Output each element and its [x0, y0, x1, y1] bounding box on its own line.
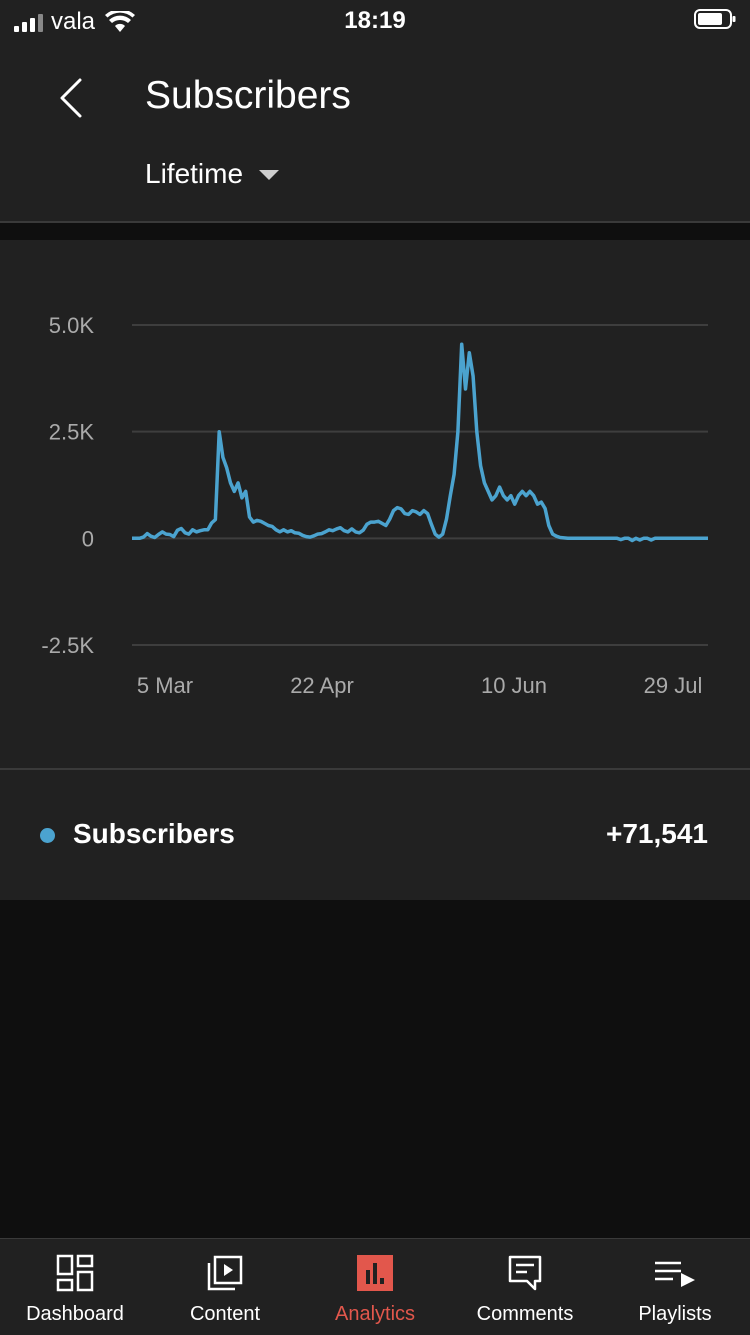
legend-value: +71,541	[606, 818, 708, 849]
nav-content[interactable]: Content	[150, 1239, 300, 1335]
content-icon	[207, 1255, 243, 1291]
chart-divider	[0, 768, 750, 770]
nav-dashboard[interactable]: Dashboard	[0, 1239, 150, 1335]
legend-row: Subscribers +71,541	[0, 770, 750, 900]
nav-comments[interactable]: Comments	[450, 1239, 600, 1335]
clock: 18:19	[344, 7, 406, 34]
nav-analytics[interactable]: Analytics	[300, 1239, 450, 1335]
y-tick-label: 2.5K	[49, 420, 95, 445]
wifi-icon	[105, 11, 136, 32]
bottom-nav: Dashboard Content Analytics Comments	[0, 1238, 750, 1335]
x-tick-label: 22 Apr	[290, 673, 354, 698]
nav-label: Playlists	[638, 1303, 712, 1325]
subscribers-chart: 5.0K 2.5K 0 -2.5K 5 Mar 22 Apr 10 Jun 29 Jul	[41, 313, 708, 698]
signal-icon	[14, 12, 43, 32]
chevron-down-icon	[259, 170, 280, 180]
header: Subscribers Lifetime	[0, 40, 750, 222]
y-tick-label: -2.5K	[41, 633, 94, 658]
nav-playlists[interactable]: Playlists	[600, 1239, 750, 1335]
page-title: Subscribers	[145, 74, 351, 117]
period-label: Lifetime	[145, 158, 244, 189]
series-line-subscribers	[132, 342, 708, 543]
x-tick-label: 5 Mar	[137, 673, 193, 698]
period-dropdown[interactable]: Lifetime	[145, 158, 280, 190]
legend-label: Subscribers	[73, 818, 235, 849]
legend-dot	[40, 828, 55, 843]
carrier-name: vala	[51, 8, 96, 35]
header-divider	[0, 221, 750, 223]
x-tick-label: 10 Jun	[481, 673, 547, 698]
status-left: vala	[14, 8, 136, 36]
playlists-icon	[655, 1261, 695, 1287]
nav-label: Analytics	[334, 1303, 416, 1325]
analytics-icon	[357, 1255, 393, 1291]
dashboard-icon	[56, 1254, 94, 1292]
nav-label: Content	[189, 1303, 261, 1325]
x-tick-label: 29 Jul	[644, 673, 703, 698]
back-icon[interactable]	[44, 70, 100, 126]
battery-icon	[694, 9, 736, 29]
status-bar: vala 18:19	[0, 0, 750, 40]
nav-label: Dashboard	[26, 1303, 124, 1325]
y-tick-label: 0	[82, 526, 94, 551]
nav-label: Comments	[476, 1303, 574, 1325]
comments-icon	[508, 1255, 542, 1291]
chart-card: 5.0K 2.5K 0 -2.5K 5 Mar 22 Apr 10 Jun 29 Jul	[0, 240, 750, 768]
y-tick-label: 5.0K	[49, 313, 95, 338]
